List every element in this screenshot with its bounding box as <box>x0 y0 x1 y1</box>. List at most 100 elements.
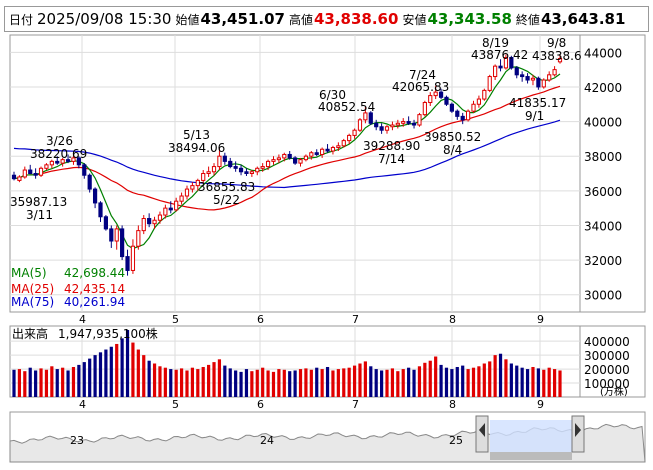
candle <box>87 173 92 193</box>
volume-bar <box>347 367 351 397</box>
price-annotation-date: 3/26 <box>46 134 73 148</box>
candle <box>314 149 319 157</box>
candle <box>44 163 49 171</box>
volume-bar <box>115 343 119 397</box>
candle <box>379 123 384 134</box>
volume-bar <box>50 366 54 397</box>
candle <box>509 55 514 70</box>
volume-bar <box>444 367 449 397</box>
candle-body <box>422 102 427 116</box>
candle <box>190 182 195 193</box>
candle <box>384 125 390 134</box>
volume-bar <box>98 352 103 397</box>
price-tick-label: 40000 <box>584 116 622 130</box>
price-tick-label: 42000 <box>584 81 622 95</box>
candle <box>238 164 244 176</box>
candle <box>109 225 114 248</box>
candle <box>449 102 454 113</box>
candle <box>330 145 336 155</box>
volume-bar <box>536 368 540 397</box>
volume-bar <box>82 362 86 397</box>
navigator-tick-label: 23 <box>70 434 84 447</box>
candle-body <box>449 103 454 112</box>
candle-body <box>76 157 81 166</box>
volume-bar <box>304 368 308 397</box>
volume-bar <box>196 369 200 397</box>
volume-bar <box>61 367 65 397</box>
volume-bar <box>315 367 319 397</box>
volume-bar <box>331 370 335 397</box>
candle-body <box>71 157 76 162</box>
candle <box>103 215 109 231</box>
candle-body <box>368 112 373 124</box>
candle-body <box>190 185 195 190</box>
volume-bar <box>39 368 43 397</box>
candle <box>493 64 498 81</box>
price-annotation-high: 42065.83 <box>392 80 449 94</box>
candle-body <box>114 228 119 242</box>
candle <box>303 154 309 162</box>
candle-body <box>260 166 265 169</box>
volume-bar <box>288 371 292 397</box>
candle <box>293 156 298 165</box>
candle-body <box>255 167 260 173</box>
candle <box>309 150 314 160</box>
candle-body <box>444 96 449 105</box>
volume-bar <box>71 366 76 397</box>
candle <box>22 166 27 179</box>
volume-tick-label: 300000 <box>584 349 630 363</box>
navigator-handle-left <box>475 415 489 453</box>
candle-body <box>363 112 368 121</box>
volume-bar <box>439 364 443 397</box>
candle <box>368 111 373 126</box>
volume-unit: (万株) <box>600 385 628 398</box>
candle-body <box>109 228 114 242</box>
candle-body <box>352 129 357 136</box>
candle <box>390 121 395 131</box>
candle <box>55 156 60 165</box>
candle-body <box>82 164 87 176</box>
price-annotation-high: 43838.6 <box>532 49 582 63</box>
candle-body <box>455 110 460 117</box>
volume-bar <box>396 371 400 397</box>
volume-bar <box>77 364 81 397</box>
candle <box>455 109 460 120</box>
volume-bar <box>217 359 222 397</box>
candle-body <box>211 166 217 173</box>
candle-body <box>536 77 541 88</box>
volume-bar <box>417 366 422 397</box>
volume-bar <box>336 369 340 397</box>
candle-body <box>390 124 395 128</box>
candle <box>276 154 281 164</box>
candle <box>222 152 227 165</box>
candle <box>11 171 17 181</box>
volume-tick-label: 400000 <box>584 335 630 349</box>
candle-body <box>282 153 287 159</box>
candle-body <box>195 179 200 187</box>
candle <box>471 100 476 113</box>
candle-body <box>168 207 173 211</box>
navigator-selection <box>490 420 572 454</box>
volume-bar <box>320 369 324 397</box>
price-annotation-high: 40852.54 <box>318 100 375 114</box>
candle <box>65 154 71 164</box>
volume-bar <box>234 370 238 397</box>
volume-bar <box>17 369 22 397</box>
price-header: 日付 2025/09/08 15:30 始値 43,451.07 高値 43,8… <box>4 6 649 32</box>
candle <box>179 192 184 205</box>
candle-body <box>325 148 330 152</box>
candle-body <box>347 134 352 142</box>
candle-body <box>487 76 492 91</box>
candle-body <box>314 152 319 155</box>
candle <box>520 71 525 82</box>
candle <box>541 78 546 89</box>
candle-body <box>222 155 227 162</box>
candle-body <box>471 103 476 112</box>
ma-legend-label: MA(75) <box>11 295 54 309</box>
candle <box>514 66 519 79</box>
candle <box>195 178 200 191</box>
candle <box>374 119 379 131</box>
candle-body <box>438 91 444 98</box>
